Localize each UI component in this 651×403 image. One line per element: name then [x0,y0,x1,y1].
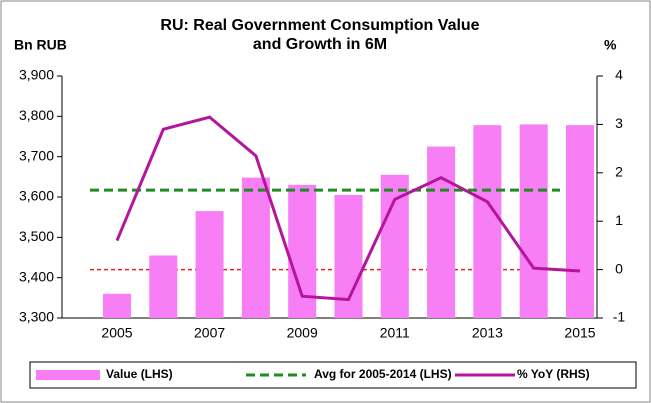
bar [566,125,594,318]
y2-tick-label: 1 [615,212,623,228]
y2-tick-label: 3 [615,115,623,131]
bar [427,146,456,318]
y-tick-label: 3,500 [19,228,54,244]
x-tick-label: 2011 [380,325,410,341]
x-tick-label: 2009 [287,325,318,341]
y-axis-label: Bn RUB [14,37,67,53]
bar [149,255,178,318]
y-tick-label: 3,600 [19,188,54,204]
legend-box [29,361,637,389]
y2-tick-label: 2 [615,164,623,180]
x-tick-label: 2007 [194,325,225,341]
y-tick-label: 3,800 [19,107,54,123]
chart-title: RU: Real Government Consumption Value an… [160,17,480,53]
bar [241,177,270,318]
bar [195,211,224,318]
legend-label: % YoY (RHS) [517,367,590,381]
bar [473,125,502,318]
y2-tick-label: -1 [613,309,626,325]
bar [103,293,131,318]
x-tick-label: 2005 [101,325,132,341]
y-tick-label: 3,300 [19,309,54,325]
line-series [115,115,581,302]
x-tick-label: 2013 [472,325,503,341]
legend-swatch [36,370,100,380]
y-tick-label: 3,700 [19,147,54,163]
y-tick-label: 3,900 [19,67,54,83]
legend-label: Value (LHS) [106,367,173,381]
x-tick-label: 2015 [564,325,595,341]
bar [519,124,548,319]
y2-tick-label: 0 [615,260,623,276]
y2-tick-label: 4 [615,67,623,83]
y-tick-label: 3,400 [19,268,54,284]
legend-label: Avg for 2005-2014 (LHS) [314,367,452,381]
y2-axis-label: % [604,37,617,53]
